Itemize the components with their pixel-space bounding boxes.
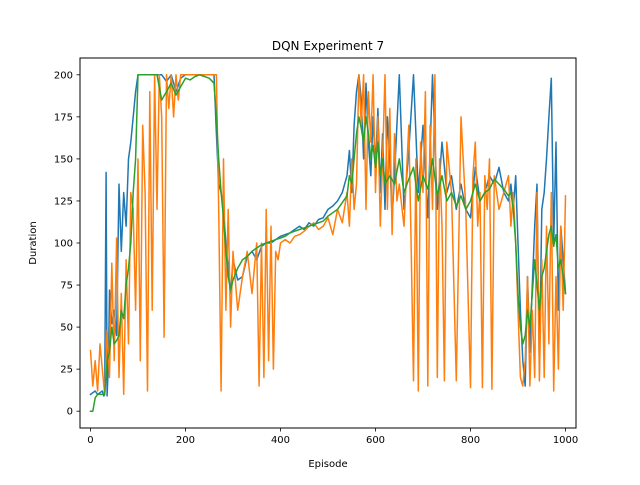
x-tick-label: 600 (366, 435, 385, 446)
series-layer (89, 74, 567, 412)
y-tick-label: 50 (60, 323, 73, 334)
x-tick-label: 0 (87, 435, 93, 446)
y-tick-label: 150 (54, 154, 73, 165)
y-tick-label: 0 (67, 407, 73, 418)
x-tick-label: 400 (271, 435, 290, 446)
series-line-2 (89, 74, 567, 396)
x-tick-label: 1000 (553, 435, 578, 446)
x-tick-label: 800 (461, 435, 480, 446)
series-line-3 (89, 74, 567, 412)
x-tick-label: 200 (176, 435, 195, 446)
y-tick-label: 100 (54, 239, 73, 250)
y-tick-label: 200 (54, 70, 73, 81)
x-axis: 0 200 400 600 800 1000 (87, 428, 578, 446)
y-tick-label: 125 (54, 196, 73, 207)
y-tick-label: 175 (54, 112, 73, 123)
y-tick-label: 75 (60, 281, 73, 292)
chart-title: DQN Experiment 7 (272, 39, 384, 53)
y-axis: 0 25 50 75 100 125 150 175 200 (54, 70, 80, 418)
y-tick-label: 25 (60, 365, 73, 376)
y-axis-label: Duration (28, 221, 39, 264)
x-axis-label: Episode (308, 459, 347, 470)
